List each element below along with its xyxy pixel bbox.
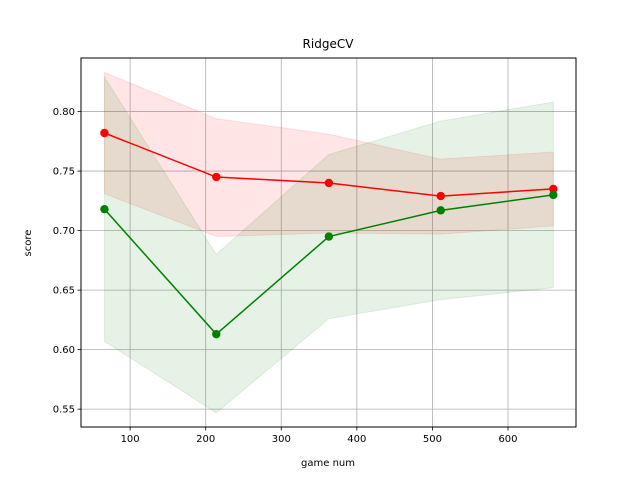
x-tick-label: 200: [196, 434, 215, 445]
series-1-point: [100, 204, 109, 214]
y-tick-label: 0.55: [53, 405, 75, 416]
x-axis-ticks: 100 200 300 400 500 600: [121, 427, 518, 445]
series-1-point: [324, 232, 334, 241]
y-tick-label: 0.65: [53, 286, 75, 297]
x-tick-label: 600: [498, 434, 517, 445]
series-0-point: [100, 128, 109, 138]
y-tick-label: 0.60: [53, 345, 75, 356]
y-tick-label: 0.75: [53, 167, 75, 178]
plot-frame: [80, 57, 577, 428]
series-0-point: [324, 178, 334, 188]
chart-title: RidgeCV: [303, 37, 355, 51]
series-0-point: [549, 184, 558, 194]
x-tick-label: 300: [272, 434, 291, 445]
series-0-point: [436, 191, 445, 201]
y-axis-ticks: 0.55 0.60 0.65 0.70 0.75 0.80: [53, 107, 81, 416]
grid-lines: [81, 58, 576, 427]
series-points: [100, 128, 558, 339]
y-tick-label: 0.80: [53, 107, 75, 118]
series-1-point: [436, 206, 445, 215]
series-1-point: [212, 329, 221, 339]
x-tick-label: 100: [121, 434, 140, 445]
y-tick-label: 0.70: [53, 226, 75, 237]
series-0-point: [212, 172, 221, 182]
y-axis-label: score: [23, 230, 34, 257]
series-1-point: [549, 190, 558, 200]
x-tick-label: 500: [423, 434, 442, 445]
x-axis-label: game num: [301, 458, 355, 469]
series-1-band: [103, 75, 554, 414]
x-tick-label: 400: [347, 434, 366, 445]
